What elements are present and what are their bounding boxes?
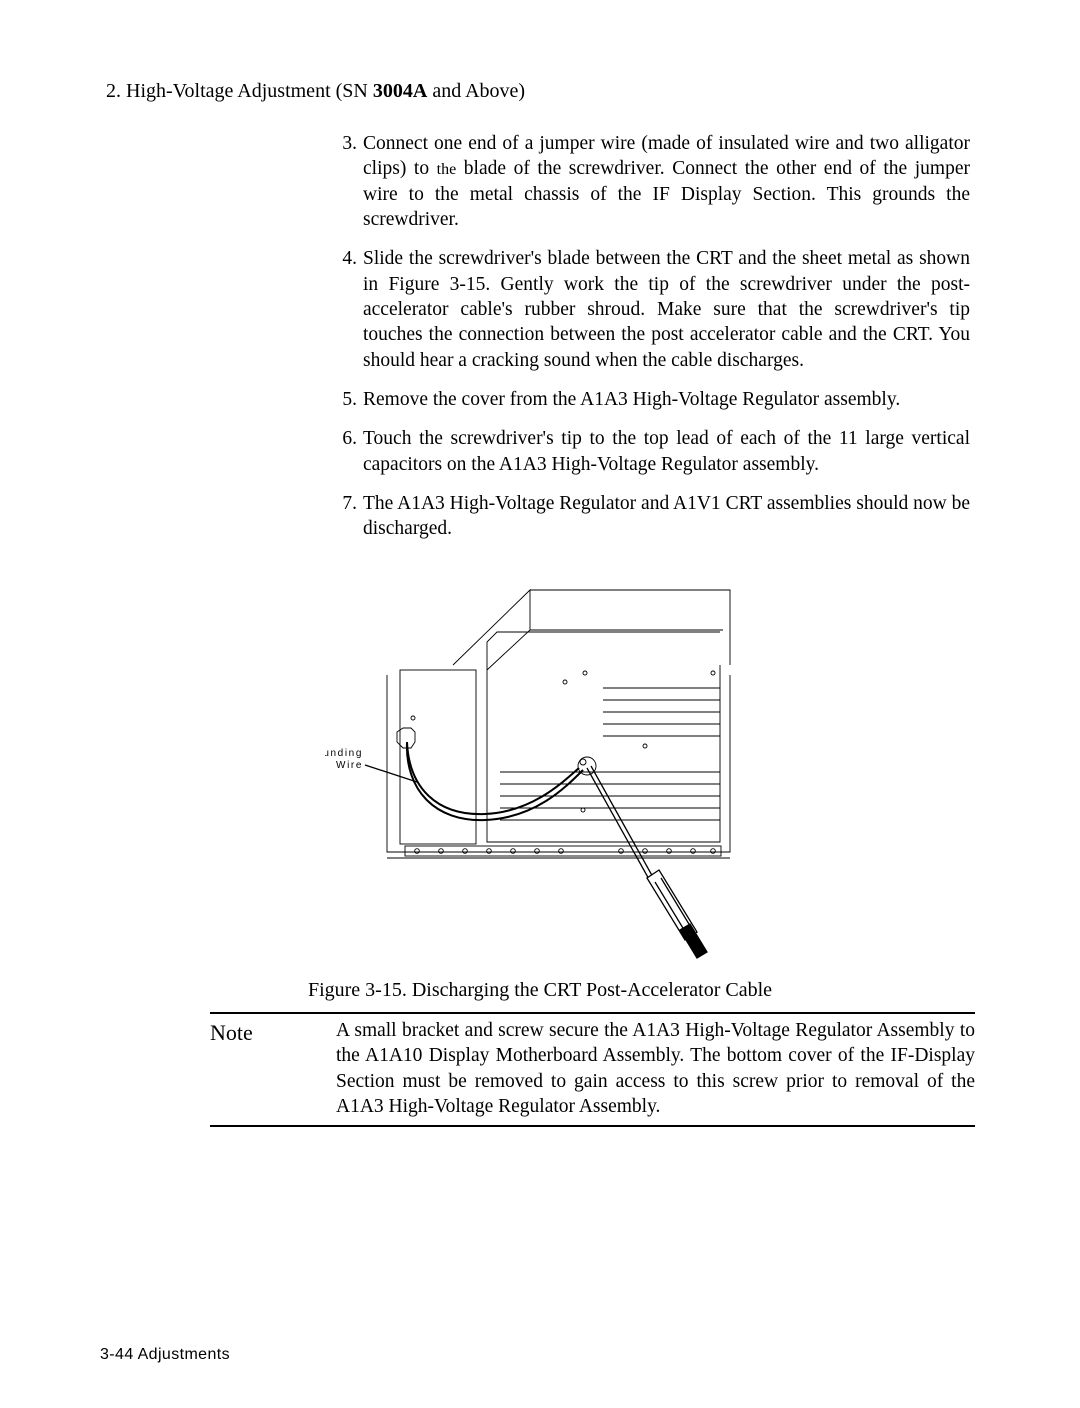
step-4: 4. Slide the screwdriver's blade between… (335, 246, 970, 373)
step-text: Slide the screwdriver's blade between th… (363, 246, 970, 373)
page: 2. High-Voltage Adjustment (SN 3004A and… (0, 0, 1080, 1408)
title-prefix: 2. High-Voltage Adjustment (SN (106, 80, 373, 102)
page-footer: 3-44 Adjustments (100, 1346, 230, 1364)
crt-discharge-diagram: Grounding Wire (325, 570, 755, 960)
grounding-wire-label-2: Wire (336, 760, 363, 771)
step-3: 3. Connect one end of a jumper wire (mad… (335, 131, 970, 232)
step-text: The A1A3 High-Voltage Regulator and A1V1… (363, 491, 970, 542)
note-text: A small bracket and screw secure the A1A… (336, 1018, 975, 1119)
step-number: 6. (335, 426, 357, 477)
figure-3-15: Grounding Wire Figure 3-15. Discharging … (100, 570, 980, 1002)
step-number: 7. (335, 491, 357, 542)
step-number: 5. (335, 387, 357, 412)
step-text: Touch the screwdriver's tip to the top l… (363, 426, 970, 477)
step-5: 5. Remove the cover from the A1A3 High-V… (335, 387, 970, 412)
step-7: 7. The A1A3 High-Voltage Regulator and A… (335, 491, 970, 542)
step-number: 3. (335, 131, 357, 232)
steps-list: 3. Connect one end of a jumper wire (mad… (335, 131, 970, 542)
note-label: Note (210, 1018, 336, 1119)
step-number: 4. (335, 246, 357, 373)
grounding-wire-label-1: Grounding (325, 748, 363, 759)
step-text: Remove the cover from the A1A3 High-Volt… (363, 387, 970, 412)
section-title: 2. High-Voltage Adjustment (SN 3004A and… (106, 80, 980, 103)
step-6: 6. Touch the screwdriver's tip to the to… (335, 426, 970, 477)
title-suffix: and Above) (427, 80, 525, 102)
title-bold: 3004A (373, 80, 427, 102)
note-block: Note A small bracket and screw secure th… (210, 1012, 975, 1127)
step-text: Connect one end of a jumper wire (made o… (363, 131, 970, 232)
figure-caption: Figure 3-15. Discharging the CRT Post-Ac… (100, 979, 980, 1002)
